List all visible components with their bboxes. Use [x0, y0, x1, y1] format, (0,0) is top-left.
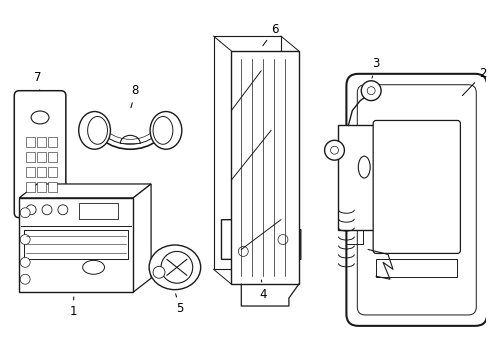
Circle shape	[20, 257, 30, 267]
Bar	[375, 260, 456, 277]
Circle shape	[20, 208, 30, 218]
Ellipse shape	[87, 117, 107, 144]
Polygon shape	[133, 184, 151, 292]
Text: 3: 3	[371, 57, 379, 78]
Text: 4: 4	[259, 280, 266, 301]
Bar	[48, 167, 57, 177]
FancyBboxPatch shape	[14, 91, 66, 218]
Bar	[37, 152, 46, 162]
Text: 8: 8	[131, 84, 139, 108]
FancyBboxPatch shape	[372, 121, 460, 253]
Bar	[26, 137, 35, 147]
Circle shape	[277, 235, 287, 244]
Circle shape	[20, 235, 30, 244]
FancyBboxPatch shape	[357, 85, 475, 315]
Circle shape	[366, 87, 374, 95]
Text: 2: 2	[461, 67, 486, 96]
Circle shape	[58, 205, 68, 215]
Ellipse shape	[149, 245, 200, 290]
Circle shape	[161, 251, 192, 283]
Bar	[37, 182, 46, 192]
FancyBboxPatch shape	[346, 74, 486, 326]
Bar	[37, 137, 46, 147]
Circle shape	[361, 81, 380, 100]
Polygon shape	[213, 36, 281, 269]
Ellipse shape	[150, 112, 182, 149]
Bar	[37, 212, 46, 222]
Bar	[48, 225, 57, 235]
Text: 6: 6	[262, 23, 278, 46]
Circle shape	[20, 274, 30, 284]
Bar	[48, 152, 57, 162]
Polygon shape	[221, 220, 300, 274]
Bar	[19, 198, 133, 292]
Bar	[37, 197, 46, 207]
Bar	[48, 238, 57, 247]
Bar	[24, 230, 128, 260]
Bar	[26, 167, 35, 177]
Bar	[48, 182, 57, 192]
Ellipse shape	[358, 156, 369, 178]
Text: 1: 1	[70, 297, 78, 319]
Text: 7: 7	[34, 71, 42, 90]
Bar	[37, 225, 46, 235]
Circle shape	[330, 146, 338, 154]
Bar	[48, 137, 57, 147]
Bar	[26, 212, 35, 222]
Ellipse shape	[153, 117, 173, 144]
Bar	[26, 225, 35, 235]
Ellipse shape	[79, 112, 110, 149]
Bar	[37, 167, 46, 177]
Bar	[231, 51, 298, 284]
Bar	[26, 182, 35, 192]
Bar	[48, 212, 57, 222]
Polygon shape	[19, 184, 151, 198]
Bar	[26, 238, 35, 247]
Circle shape	[26, 205, 36, 215]
Bar	[26, 197, 35, 207]
Bar	[48, 197, 57, 207]
Circle shape	[153, 266, 164, 278]
Bar	[79, 203, 118, 219]
Ellipse shape	[31, 111, 49, 124]
Circle shape	[42, 205, 52, 215]
Circle shape	[324, 140, 344, 160]
Circle shape	[238, 247, 248, 256]
Bar	[26, 152, 35, 162]
Bar	[37, 238, 46, 247]
Bar	[338, 125, 389, 230]
Ellipse shape	[82, 260, 104, 274]
Text: 5: 5	[175, 294, 183, 315]
